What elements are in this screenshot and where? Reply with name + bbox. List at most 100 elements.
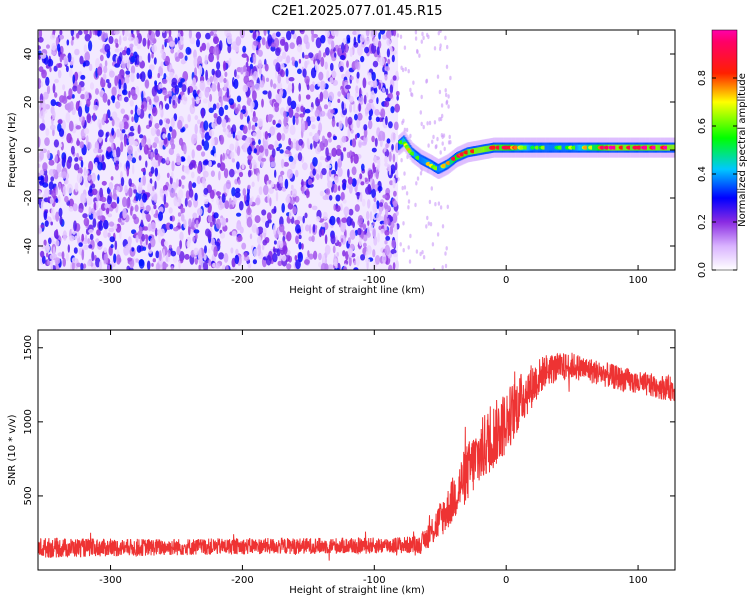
noise-speckle <box>445 64 449 70</box>
noise-speckle <box>405 127 409 133</box>
noise-speckle <box>311 124 316 130</box>
noise-speckle <box>71 36 75 41</box>
noise-speckle <box>262 90 268 95</box>
noise-speckle <box>290 184 294 190</box>
noise-speckle <box>123 96 129 103</box>
noise-speckle <box>308 224 312 234</box>
noise-speckle <box>62 84 66 91</box>
noise-speckle <box>166 156 170 164</box>
noise-speckle <box>64 195 69 203</box>
noise-speckle <box>128 187 133 198</box>
noise-speckle <box>84 234 88 243</box>
noise-speckle <box>169 126 173 132</box>
noise-speckle <box>372 162 375 170</box>
noise-speckle <box>232 131 236 139</box>
noise-speckle <box>234 191 241 198</box>
noise-speckle <box>159 83 163 89</box>
noise-speckle <box>192 89 197 98</box>
noise-speckle <box>274 169 277 178</box>
noise-speckle <box>150 166 155 174</box>
y-tick-label: 500 <box>23 486 34 505</box>
noise-speckle <box>156 129 161 137</box>
noise-speckle <box>304 108 311 114</box>
noise-speckle <box>67 52 72 63</box>
noise-speckle <box>251 181 255 188</box>
noise-speckle <box>369 224 373 232</box>
noise-speckle <box>98 154 103 163</box>
noise-speckle <box>380 108 386 118</box>
noise-speckle <box>141 233 146 242</box>
noise-speckle <box>103 65 108 74</box>
noise-speckle <box>282 230 286 236</box>
noise-speckle <box>378 32 381 40</box>
noise-speckle <box>168 96 172 105</box>
noise-speckle <box>341 179 347 184</box>
noise-speckle <box>393 121 399 131</box>
noise-speckle <box>435 144 438 149</box>
noise-speckle <box>56 163 62 173</box>
noise-speckle <box>267 34 273 45</box>
noise-speckle <box>259 145 264 153</box>
noise-speckle <box>219 217 223 223</box>
noise-speckle <box>176 178 179 187</box>
noise-speckle <box>196 38 200 48</box>
noise-speckle <box>384 162 389 167</box>
noise-speckle <box>140 104 145 110</box>
noise-speckle <box>173 196 178 207</box>
noise-speckle <box>448 134 451 140</box>
noise-speckle <box>48 159 55 166</box>
noise-speckle <box>363 234 368 242</box>
noise-speckle <box>286 55 291 64</box>
noise-speckle <box>89 233 94 241</box>
noise-speckle <box>302 162 308 171</box>
noise-speckle <box>351 166 357 176</box>
noise-speckle <box>96 229 101 236</box>
noise-speckle <box>40 109 45 120</box>
noise-speckle <box>292 206 297 215</box>
noise-speckle <box>252 31 257 40</box>
noise-speckle <box>118 95 123 102</box>
noise-speckle <box>111 127 115 136</box>
noise-speckle <box>168 147 175 156</box>
noise-speckle <box>83 30 89 35</box>
colorbar-label: Normalized spectral amplitude <box>737 73 748 227</box>
noise-speckle <box>100 78 106 88</box>
noise-speckle <box>286 30 292 41</box>
noise-speckle <box>310 143 313 150</box>
noise-speckle <box>91 188 98 196</box>
colorbar-tick-label: 0.2 <box>697 214 708 230</box>
noise-speckle <box>161 158 166 164</box>
noise-speckle <box>230 127 234 135</box>
noise-speckle <box>330 62 334 71</box>
noise-speckle <box>321 168 327 176</box>
noise-speckle <box>367 72 372 80</box>
noise-speckle <box>72 85 78 92</box>
noise-speckle <box>379 202 384 207</box>
x-tick-label: 0 <box>503 575 509 586</box>
noise-speckle <box>178 260 181 269</box>
noise-speckle <box>447 140 451 145</box>
noise-speckle <box>288 210 293 220</box>
noise-speckle <box>341 217 348 223</box>
noise-speckle <box>284 150 291 155</box>
noise-speckle <box>201 151 206 157</box>
noise-speckle <box>63 55 69 65</box>
signal-core <box>648 144 651 151</box>
noise-speckle <box>376 200 380 210</box>
noise-speckle <box>74 235 78 241</box>
noise-speckle <box>52 253 58 259</box>
noise-speckle <box>130 109 134 115</box>
noise-speckle <box>97 174 100 181</box>
noise-speckle <box>72 74 75 84</box>
noise-speckle <box>371 135 375 143</box>
noise-speckle <box>275 31 281 38</box>
noise-speckle <box>110 244 114 249</box>
noise-speckle <box>345 43 349 54</box>
x-tick-label: -200 <box>231 575 254 586</box>
noise-speckle <box>51 118 54 126</box>
noise-speckle <box>83 127 90 135</box>
noise-speckle <box>163 193 167 205</box>
noise-speckle <box>152 142 157 149</box>
noise-speckle <box>201 139 205 147</box>
noise-speckle <box>204 245 207 254</box>
